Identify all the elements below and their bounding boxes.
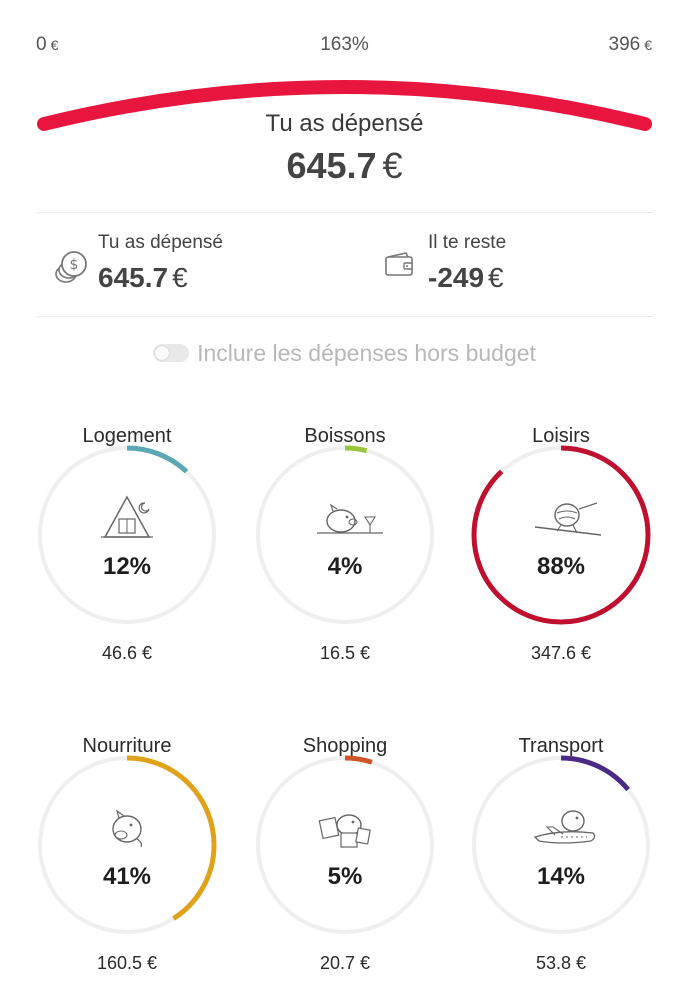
gauge-min: 0 € bbox=[36, 34, 59, 55]
summary-total: 645.7 € bbox=[286, 145, 403, 186]
category-amount: 20.7 € bbox=[319, 953, 371, 973]
category-name: Loisirs bbox=[532, 425, 590, 447]
category-progress-ring bbox=[37, 445, 217, 625]
budget-gauge-arc bbox=[37, 80, 652, 131]
include-offbudget-toggle[interactable] bbox=[153, 343, 190, 362]
category-amount: 160.5 € bbox=[96, 953, 158, 973]
category-progress-ring bbox=[37, 755, 217, 935]
pig-bar-drink-icon bbox=[315, 493, 385, 548]
coins-icon: $ bbox=[54, 248, 90, 289]
stat-spent-label: Tu as dépensé bbox=[98, 232, 223, 253]
svg-text:$: $ bbox=[70, 257, 79, 273]
stat-remaining-value: -249 € bbox=[428, 262, 504, 293]
category-name: Shopping bbox=[302, 735, 388, 757]
category-card-shopping[interactable]: Shopping 5% 20.7 € bbox=[245, 735, 445, 995]
pig-shopping-bags-icon bbox=[315, 803, 375, 858]
include-offbudget-row[interactable]: Inclure les dépenses hors budget bbox=[0, 340, 689, 367]
category-percent: 12% bbox=[102, 553, 152, 580]
category-amount: 16.5 € bbox=[319, 643, 371, 663]
summary-title: Tu as dépensé bbox=[265, 110, 424, 137]
category-amount: 347.6 € bbox=[530, 643, 592, 663]
category-card-logement[interactable]: Logement 12% 46.6 € bbox=[27, 425, 227, 685]
gauge-max: 396 € bbox=[608, 34, 653, 55]
pig-skiing-icon bbox=[531, 493, 611, 548]
category-percent: 5% bbox=[327, 863, 363, 890]
category-card-boissons[interactable]: Boissons 4% 16.5 € bbox=[245, 425, 445, 685]
divider bbox=[36, 316, 653, 317]
divider bbox=[36, 212, 653, 213]
category-percent: 41% bbox=[102, 863, 152, 890]
include-offbudget-label: Inclure les dépenses hors budget bbox=[197, 340, 536, 366]
category-progress-ring bbox=[255, 445, 435, 625]
category-progress-ring bbox=[471, 445, 651, 625]
pig-eating-icon bbox=[97, 803, 157, 858]
pig-airplane-icon bbox=[531, 803, 601, 858]
category-name: Logement bbox=[82, 425, 172, 447]
category-amount: 53.8 € bbox=[535, 953, 587, 973]
category-card-loisirs[interactable]: Loisirs 88% 347.6 € bbox=[461, 425, 661, 685]
stat-spent-value: 645.7 € bbox=[98, 262, 188, 293]
category-progress-ring bbox=[255, 755, 435, 935]
category-percent: 4% bbox=[327, 553, 363, 580]
gauge-labels: 0 € 163% 396 € bbox=[0, 34, 689, 58]
category-name: Transport bbox=[518, 735, 604, 757]
gauge-percent: 163% bbox=[320, 34, 369, 55]
category-amount: 46.6 € bbox=[101, 643, 153, 663]
category-card-transport[interactable]: Transport 14% 53.8 € bbox=[461, 735, 661, 995]
category-progress-ring bbox=[471, 755, 651, 935]
category-percent: 88% bbox=[536, 553, 586, 580]
wallet-icon bbox=[384, 248, 416, 285]
stat-remaining-label: Il te reste bbox=[428, 232, 507, 253]
category-name: Boissons bbox=[304, 425, 386, 447]
category-name: Nourriture bbox=[82, 735, 172, 757]
house-tent-icon bbox=[97, 493, 157, 548]
category-card-nourriture[interactable]: Nourriture 41% 160.5 € bbox=[27, 735, 227, 995]
category-percent: 14% bbox=[536, 863, 586, 890]
